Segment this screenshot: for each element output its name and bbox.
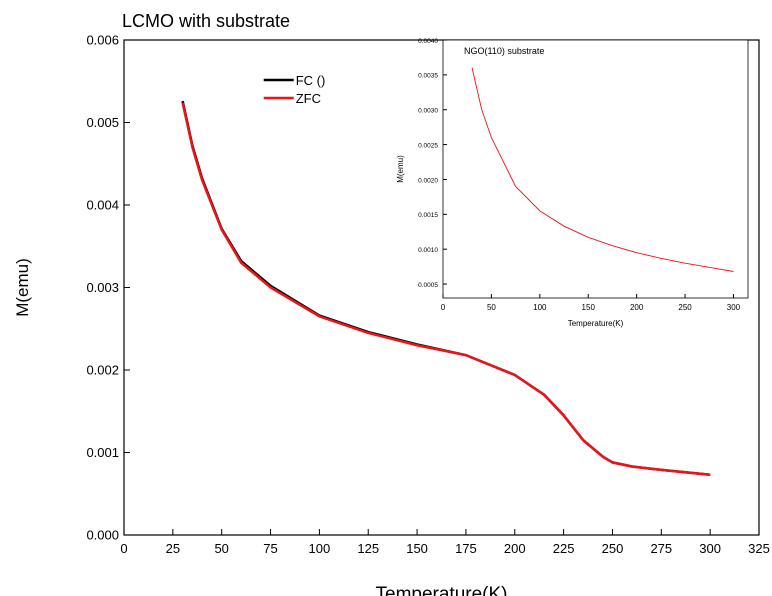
inset-background [443,40,748,298]
y-tick-label: 0.0035 [418,73,438,80]
legend-label: FC () [296,73,326,88]
y-tick-label: 0.000 [86,528,119,543]
x-axis-label: Temperature(K) [376,584,508,596]
y-tick-label: 0.0030 [418,108,438,115]
x-tick-label: 175 [455,541,477,556]
x-tick-label: 100 [309,541,331,556]
y-tick-label: 0.002 [86,363,119,378]
y-axis-label: M(emu) [396,155,405,183]
y-tick-label: 0.0005 [418,282,438,289]
x-axis-label: Temperature(K) [568,319,624,328]
x-tick-label: 25 [166,541,180,556]
y-tick-label: 0.0040 [418,38,438,45]
series-line [471,67,734,272]
x-tick-label: 50 [487,303,496,312]
x-tick-label: 125 [357,541,379,556]
x-tick-label: 300 [699,541,721,556]
y-tick-label: 0.003 [86,280,119,295]
x-tick-label: 200 [630,303,644,312]
x-tick-label: 100 [533,303,547,312]
y-axis-label: M(emu) [13,258,32,317]
legend-label: ZFC [296,91,321,106]
x-tick-label: 50 [214,541,228,556]
y-tick-label: 0.006 [86,33,119,48]
x-tick-label: 250 [602,541,624,556]
y-tick-label: 0.0010 [418,247,438,254]
y-tick-label: 0.0025 [418,142,438,149]
x-tick-label: 325 [748,541,770,556]
chart-title: LCMO with substrate [122,11,290,31]
x-tick-label: 0 [120,541,127,556]
y-tick-label: 0.001 [86,445,119,460]
x-tick-label: 225 [553,541,575,556]
x-tick-label: 0 [441,303,446,312]
y-tick-label: 0.005 [86,115,119,130]
y-tick-label: 0.004 [86,198,119,213]
series-line [181,102,711,477]
annotation: NGO(110) substrate [464,46,544,56]
x-tick-label: 200 [504,541,526,556]
y-tick-label: 0.0020 [418,177,438,184]
x-tick-label: 150 [406,541,428,556]
x-tick-label: 275 [650,541,672,556]
plot-frame [442,39,749,299]
x-tick-label: 250 [678,303,692,312]
x-tick-label: 300 [727,303,741,312]
x-tick-label: 150 [582,303,596,312]
x-tick-label: 75 [263,541,277,556]
y-tick-label: 0.0015 [418,212,438,219]
